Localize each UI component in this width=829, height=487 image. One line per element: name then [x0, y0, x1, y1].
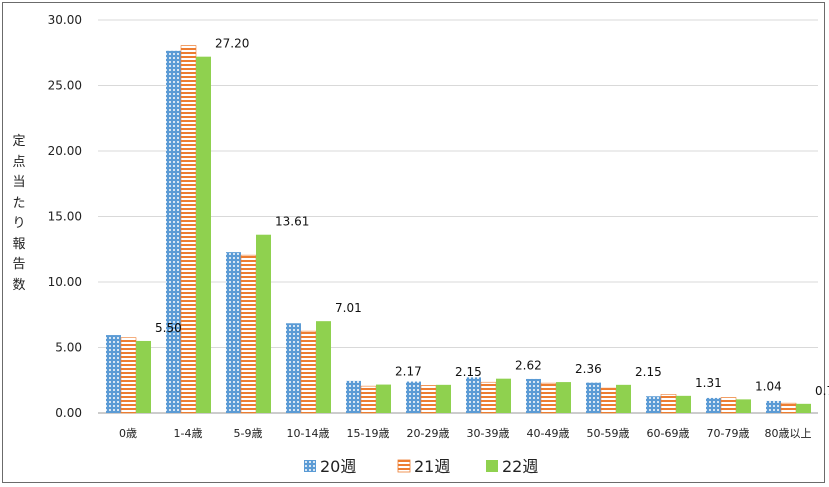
y-tick-label: 30.00	[48, 13, 82, 27]
bar-21週-30-39歳	[480, 381, 497, 414]
legend: 20週 21週 22週	[304, 457, 538, 476]
bar-20週-40-49歳	[526, 378, 541, 413]
legend-swatch	[397, 459, 411, 473]
y-tick-label: 20.00	[48, 144, 82, 158]
bar-22週-60-69歳	[676, 395, 691, 413]
bar-22週-30-39歳	[496, 378, 511, 413]
bar-20週-1-4歳	[166, 50, 181, 413]
bar-20週-80歳以上	[766, 400, 781, 413]
bar-20週-15-19歳	[346, 380, 361, 413]
bar-20週-70-79歳	[706, 397, 721, 413]
data-label: 2.36	[575, 362, 602, 376]
bar-22週-5-9歳	[256, 234, 271, 413]
bar-22週-50-59歳	[616, 384, 631, 413]
y-tick-label: 15.00	[48, 210, 82, 224]
bar-21週-40-49歳	[540, 382, 557, 414]
data-label: 13.61	[275, 215, 309, 229]
x-tick-label: 5-9歳	[234, 427, 263, 440]
legend-label: 20週	[320, 457, 356, 476]
data-label: 2.62	[515, 359, 542, 373]
bar-22週-70-79歳	[736, 399, 751, 413]
data-label: 2.15	[635, 365, 662, 379]
bar-20週-20-29歳	[406, 381, 421, 413]
legend-swatch	[304, 460, 316, 472]
bar-22週-20-29歳	[436, 384, 451, 413]
x-tick-label: 20-29歳	[407, 427, 450, 440]
y-tick-label: 0.00	[55, 406, 82, 420]
x-tick-label: 0歳	[119, 427, 137, 440]
x-tick-label: 80歳以上	[765, 427, 812, 440]
bar-20週-60-69歳	[646, 396, 661, 413]
data-label: 0.70	[815, 384, 829, 398]
bar-21週-70-79歳	[720, 397, 737, 414]
x-tick-label: 10-14歳	[287, 427, 330, 440]
bar-21週-15-19歳	[360, 385, 377, 414]
bar-20週-50-59歳	[586, 382, 601, 413]
bar-22週-0歳	[136, 340, 151, 413]
y-tick-label: 5.00	[55, 341, 82, 355]
bar-21週-10-14歳	[300, 330, 317, 414]
x-tick-label: 15-19歳	[347, 427, 390, 440]
bar-20週-10-14歳	[286, 323, 301, 413]
bar-22週-80歳以上	[796, 403, 811, 413]
bar-20週-5-9歳	[226, 252, 241, 413]
x-tick-label: 40-49歳	[527, 427, 570, 440]
y-tick-label: 10.00	[48, 275, 82, 289]
data-label: 1.04	[755, 379, 782, 393]
data-label: 2.15	[455, 365, 482, 379]
bar-21週-5-9歳	[240, 254, 257, 414]
bar-21週-20-29歳	[420, 385, 437, 414]
bar-20週-0歳	[106, 335, 121, 413]
bar-20週-30-39歳	[466, 377, 481, 413]
y-tick-label: 25.00	[48, 79, 82, 93]
bar-21週-50-59歳	[600, 387, 617, 414]
legend-label: 22週	[502, 457, 538, 476]
data-label: 27.20	[215, 37, 249, 51]
x-tick-label: 30-39歳	[467, 427, 510, 440]
x-tick-label: 50-59歳	[587, 427, 630, 440]
bar-22週-15-19歳	[376, 384, 391, 413]
data-label: 1.31	[695, 376, 722, 390]
x-tick-label: 70-79歳	[707, 427, 750, 440]
data-label: 5.50	[155, 321, 182, 335]
bar-22週-10-14歳	[316, 321, 331, 413]
legend-swatch	[486, 460, 498, 472]
bar-21週-80歳以上	[780, 402, 797, 414]
y-axis-title: 定点当たり報告数	[12, 134, 26, 293]
bar-21週-1-4歳	[180, 45, 197, 414]
bar-21週-60-69歳	[660, 394, 677, 414]
x-tick-label: 1-4歳	[174, 427, 203, 440]
bar-22週-1-4歳	[196, 56, 211, 414]
legend-label: 21週	[414, 457, 450, 476]
bar-22週-40-49歳	[556, 382, 571, 413]
x-tick-label: 60-69歳	[647, 427, 690, 440]
data-label: 2.17	[395, 365, 422, 379]
bar-21週-0歳	[120, 337, 137, 414]
data-label: 7.01	[335, 301, 362, 315]
